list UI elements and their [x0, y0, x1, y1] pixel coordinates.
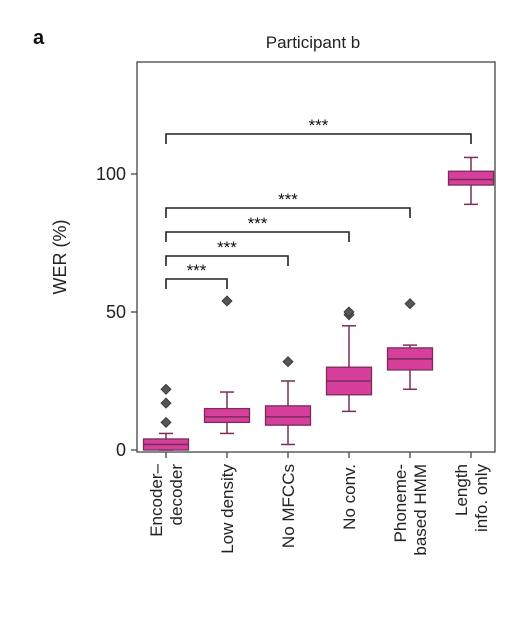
outlier-1-0 — [221, 295, 233, 307]
box-1 — [203, 295, 251, 435]
outlier-2-0 — [282, 356, 294, 368]
significance-bracket-3 — [165, 255, 289, 266]
x-category-label-4-1: based HMM — [411, 464, 430, 556]
significance-bracket-0 — [165, 133, 472, 144]
x-category-label-0-1: decoder — [167, 464, 186, 526]
x-axis: Encoder– decoder Low density No MFCCs No con… — [147, 452, 491, 556]
box-5 — [447, 156, 495, 206]
outlier-4-0 — [404, 298, 416, 310]
significance-bracket-1 — [165, 207, 411, 218]
x-category-label-5-0: Length — [452, 464, 471, 516]
x-category-label-5-1: info. only — [472, 464, 491, 533]
significance-bracket-4 — [165, 278, 228, 289]
plot-frame — [136, 61, 496, 453]
significance-label-3: *** — [217, 238, 237, 257]
significance-brackets: *** *** *** *** *** — [165, 116, 472, 289]
box-4 — [386, 298, 434, 391]
x-category-label-0-0: Encoder– — [147, 463, 166, 536]
y-tick-label-1: 50 — [106, 302, 126, 322]
x-category-label-3-0: No conv. — [340, 464, 359, 530]
y-axis: 0 50 100 — [96, 164, 137, 460]
x-category-label-4-0: Phoneme- — [391, 464, 410, 542]
outlier-0-1 — [160, 397, 172, 409]
y-axis-label: WER (%) — [50, 220, 70, 295]
x-category-label-1-0: Low density — [218, 464, 237, 554]
box-2 — [264, 356, 312, 446]
box-3 — [325, 306, 373, 413]
significance-bracket-2 — [165, 231, 350, 242]
box-0 — [142, 383, 190, 451]
outlier-3-1 — [343, 306, 355, 318]
panel-letter: a — [33, 27, 45, 49]
significance-label-0: *** — [309, 116, 329, 135]
significance-label-1: *** — [278, 190, 298, 209]
box-body-2 — [264, 405, 312, 426]
boxes — [142, 156, 495, 451]
significance-label-4: *** — [187, 261, 207, 280]
outlier-0-2 — [160, 383, 172, 395]
x-category-label-2-0: No MFCCs — [279, 464, 298, 548]
outlier-0-0 — [160, 416, 172, 428]
significance-label-2: *** — [248, 214, 268, 233]
box-body-5 — [447, 170, 495, 186]
y-tick-label-2: 100 — [96, 164, 126, 184]
y-tick-label-0: 0 — [116, 440, 126, 460]
chart-title: Participant b — [266, 33, 361, 52]
box-body-1 — [203, 407, 251, 424]
